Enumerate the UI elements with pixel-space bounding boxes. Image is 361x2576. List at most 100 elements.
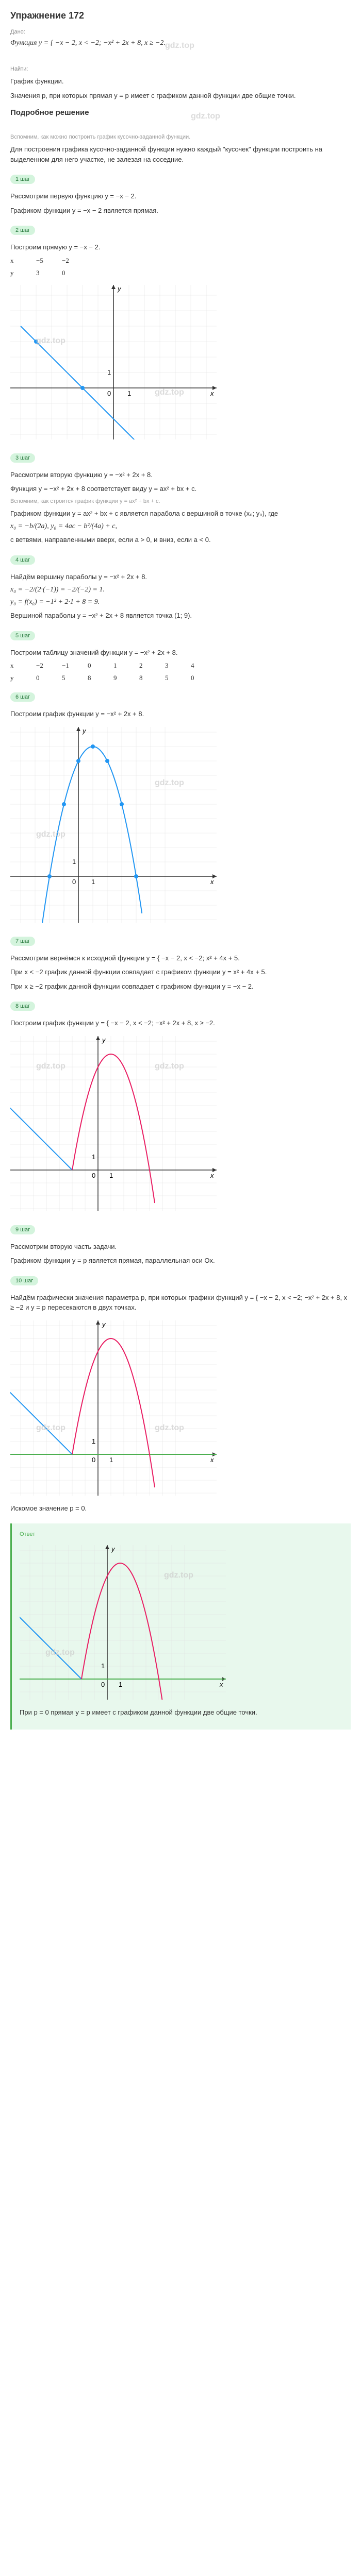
table-cell: 0 bbox=[36, 674, 52, 682]
step7-badge: 7 шаг bbox=[10, 937, 35, 946]
find-text: График функции. bbox=[10, 76, 351, 87]
svg-text:1: 1 bbox=[92, 1153, 95, 1161]
step8-text: Построим график функции y = { −x − 2, x … bbox=[10, 1018, 351, 1028]
svg-text:1: 1 bbox=[91, 878, 95, 886]
parabola-text2: с ветвями, направленными вверх, если a >… bbox=[10, 535, 351, 545]
svg-text:1: 1 bbox=[109, 1172, 113, 1179]
table-cell: −2 bbox=[62, 257, 77, 265]
table1: x −5 −2 bbox=[10, 257, 351, 265]
step2-badge: 2 шаг bbox=[10, 226, 35, 235]
svg-text:y: y bbox=[82, 727, 87, 735]
table-cell: x bbox=[10, 662, 26, 670]
table-cell: 2 bbox=[139, 662, 155, 670]
svg-text:0: 0 bbox=[92, 1172, 95, 1179]
step3-text2: Функция y = −x² + 2x + 8 соответствует в… bbox=[10, 484, 351, 494]
parabola-text: Графиком функции y = ax² + bx + c являет… bbox=[10, 509, 351, 519]
step3-badge: 3 шаг bbox=[10, 453, 35, 463]
svg-text:y: y bbox=[111, 1545, 116, 1553]
given-math: Функция y = { −x − 2, x < −2; −x² + 2x +… bbox=[10, 39, 351, 47]
step9-text: Рассмотрим вторую часть задачи. bbox=[10, 1242, 351, 1252]
svg-text:x: x bbox=[219, 1681, 223, 1688]
chart5-answer: x y 0 1 1 bbox=[20, 1545, 226, 1700]
svg-text:1: 1 bbox=[127, 389, 131, 397]
svg-text:1: 1 bbox=[107, 368, 111, 376]
answer-box: Ответ gdz.top gdz.top xy011 При p = 0 пр… bbox=[10, 1523, 351, 1730]
table-cell: 8 bbox=[88, 674, 103, 682]
chart4-combined-hline: x y 0 1 1 bbox=[10, 1320, 217, 1496]
build-text: Для построения графика кусочно-заданной … bbox=[10, 144, 351, 164]
vertex-x: x₀ = −2/(2·(−1)) = −2/(−2) = 1. bbox=[10, 586, 351, 594]
chart1-line: xy011 bbox=[10, 285, 217, 439]
find-text2: Значения p, при которых прямая y = p име… bbox=[10, 91, 351, 101]
step5-badge: 5 шаг bbox=[10, 631, 35, 640]
svg-text:y: y bbox=[102, 1320, 106, 1328]
svg-text:0: 0 bbox=[92, 1456, 95, 1464]
vertex-result: Вершиной параболы y = −x² + 2x + 8 являе… bbox=[10, 611, 351, 621]
step10-text: Найдём графически значения параметра p, … bbox=[10, 1293, 351, 1313]
chart4-wrap: gdz.top gdz.top xy011 bbox=[10, 1320, 351, 1496]
step1-badge: 1 шаг bbox=[10, 175, 35, 184]
table-cell: 1 bbox=[113, 662, 129, 670]
step6-badge: 6 шаг bbox=[10, 692, 35, 702]
step6-text: Построим график функции y = −x² + 2x + 8… bbox=[10, 709, 351, 719]
chart1-wrap: gdz.top gdz.top xy011 bbox=[10, 285, 351, 439]
step7-text3: При x ≥ −2 график данной функции совпада… bbox=[10, 981, 351, 992]
step1-text2: Графиком функции y = −x − 2 является пря… bbox=[10, 206, 351, 216]
step9-text2: Графиком функции y = p является прямая, … bbox=[10, 1256, 351, 1266]
svg-text:1: 1 bbox=[119, 1681, 122, 1688]
table-cell: 3 bbox=[165, 662, 180, 670]
detailed-header: Подробное решение bbox=[10, 108, 351, 117]
step4-text: Найдём вершину параболы y = −x² + 2x + 8… bbox=[10, 572, 351, 582]
table1-y: y 3 0 bbox=[10, 269, 351, 277]
table-cell: y bbox=[10, 269, 26, 277]
exercise-title: Упражнение 172 bbox=[10, 10, 351, 21]
answer-text: При p = 0 прямая y = p имеет с графиком … bbox=[20, 1707, 343, 1718]
answer-label: Ответ bbox=[20, 1531, 343, 1537]
table-cell: 0 bbox=[191, 674, 206, 682]
table-cell: −1 bbox=[62, 662, 77, 670]
chart3-wrap: gdz.top gdz.top xy011 bbox=[10, 1036, 351, 1211]
step7-text: Рассмотрим вернёмся к исходной функции y… bbox=[10, 953, 351, 963]
svg-text:x: x bbox=[210, 389, 214, 397]
step8-badge: 8 шаг bbox=[10, 1002, 35, 1011]
table-cell: 9 bbox=[113, 674, 129, 682]
table-cell: x bbox=[10, 257, 26, 265]
find-label: Найти: bbox=[10, 66, 351, 72]
table-cell: 4 bbox=[191, 662, 206, 670]
chart5-wrap: gdz.top gdz.top xy011 bbox=[20, 1545, 343, 1700]
parabola-formula: x₀ = −b/(2a), y₀ = 4ac − b²/(4a) + c, bbox=[10, 522, 351, 531]
table-cell: 3 bbox=[36, 269, 52, 277]
hint1: Вспомним, как можно построить график кус… bbox=[10, 134, 351, 140]
svg-text:0: 0 bbox=[72, 878, 76, 886]
chart2-parabola: x y 0 1 1 bbox=[10, 727, 217, 923]
table-cell: −5 bbox=[36, 257, 52, 265]
svg-text:y: y bbox=[102, 1036, 106, 1044]
svg-text:x: x bbox=[210, 878, 214, 886]
svg-text:1: 1 bbox=[101, 1662, 105, 1670]
step5-text: Построим таблицу значений функции y = −x… bbox=[10, 648, 351, 658]
chart2-wrap: gdz.top gdz.top xy011 bbox=[10, 727, 351, 923]
svg-text:x: x bbox=[210, 1172, 214, 1179]
svg-text:x: x bbox=[210, 1456, 214, 1464]
step4-badge: 4 шаг bbox=[10, 555, 35, 565]
table-cell: 5 bbox=[165, 674, 180, 682]
table-cell: 0 bbox=[62, 269, 77, 277]
table2: x −2 −1 0 1 2 3 4 bbox=[10, 662, 351, 670]
chart3-combined: x y 0 1 1 bbox=[10, 1036, 217, 1211]
table-cell: y bbox=[10, 674, 26, 682]
step7-text2: При x < −2 график данной функции совпада… bbox=[10, 967, 351, 977]
hint2: Вспомним, как строится график функции y … bbox=[10, 498, 351, 504]
svg-text:1: 1 bbox=[109, 1456, 113, 1464]
svg-text:1: 1 bbox=[72, 858, 76, 866]
svg-text:0: 0 bbox=[107, 389, 111, 397]
table2-y: y 0 5 8 9 8 5 0 bbox=[10, 674, 351, 682]
step3-text: Рассмотрим вторую функцию y = −x² + 2x +… bbox=[10, 470, 351, 480]
svg-text:0: 0 bbox=[101, 1681, 105, 1688]
svg-text:1: 1 bbox=[92, 1437, 95, 1445]
step2-text: Построим прямую y = −x − 2. bbox=[10, 242, 351, 252]
table-cell: 0 bbox=[88, 662, 103, 670]
step9-badge: 9 шаг bbox=[10, 1225, 35, 1234]
table-cell: 5 bbox=[62, 674, 77, 682]
step10-badge: 10 шаг bbox=[10, 1276, 38, 1285]
given-label: Дано: bbox=[10, 29, 351, 35]
